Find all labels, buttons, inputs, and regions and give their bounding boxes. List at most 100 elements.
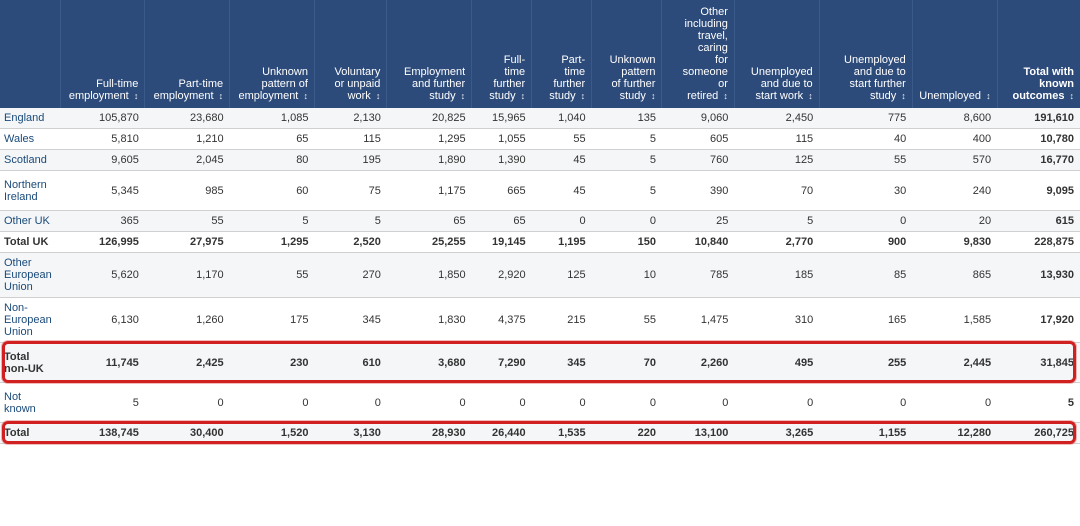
table-row: Total non-UK11,7452,4252306103,6807,2903… — [0, 343, 1080, 383]
table-cell: 4,375 — [472, 298, 532, 343]
sort-icon[interactable]: ↕ — [986, 91, 991, 101]
table-cell: 19,145 — [472, 232, 532, 253]
sort-icon[interactable]: ↕ — [134, 91, 139, 101]
table-cell: 28,930 — [387, 423, 472, 444]
row-label: Not known — [0, 383, 60, 423]
sort-icon[interactable]: ↕ — [219, 91, 224, 101]
column-header[interactable]: Employmentand furtherstudy ↕ — [387, 0, 472, 108]
sort-icon[interactable]: ↕ — [581, 91, 586, 101]
table-cell: 255 — [819, 343, 912, 383]
table-cell: 105,870 — [60, 108, 145, 129]
table-cell: 0 — [592, 211, 662, 232]
table-cell: 5,345 — [60, 171, 145, 211]
row-label: Scotland — [0, 150, 60, 171]
sort-icon[interactable]: ↕ — [461, 91, 466, 101]
table-cell: 5 — [592, 150, 662, 171]
table-cell: 25,255 — [387, 232, 472, 253]
column-header[interactable]: Unknownpattern ofemployment ↕ — [230, 0, 315, 108]
table-cell: 30 — [819, 171, 912, 211]
table-cell: 1,295 — [230, 232, 315, 253]
outcomes-table: Full-timeemployment ↕Part-timeemployment… — [0, 0, 1080, 444]
column-header[interactable]: Unknownpatternof furtherstudy ↕ — [592, 0, 662, 108]
table-cell: 5 — [734, 211, 819, 232]
table-cell: 15,965 — [472, 108, 532, 129]
table-row: Scotland9,6052,045801951,8901,3904557601… — [0, 150, 1080, 171]
table-cell: 125 — [532, 253, 592, 298]
table-cell: 0 — [592, 383, 662, 423]
table-cell: 2,445 — [912, 343, 997, 383]
table-row: Total UK126,99527,9751,2952,52025,25519,… — [0, 232, 1080, 253]
table-cell: 605 — [662, 129, 734, 150]
table-cell: 60 — [230, 171, 315, 211]
table-cell: 3,265 — [734, 423, 819, 444]
table-cell: 0 — [145, 383, 230, 423]
table-cell: 55 — [145, 211, 230, 232]
table-cell: 0 — [819, 383, 912, 423]
sort-icon[interactable]: ↕ — [723, 91, 728, 101]
table-cell: 0 — [734, 383, 819, 423]
table-cell: 13,930 — [997, 253, 1080, 298]
table-cell: 12,280 — [912, 423, 997, 444]
table-cell: 495 — [734, 343, 819, 383]
sort-icon[interactable]: ↕ — [376, 91, 381, 101]
table-cell: 310 — [734, 298, 819, 343]
column-header[interactable]: Part-timefurtherstudy ↕ — [532, 0, 592, 108]
table-cell: 215 — [532, 298, 592, 343]
table-cell: 1,535 — [532, 423, 592, 444]
table-cell: 185 — [734, 253, 819, 298]
table-cell: 115 — [734, 129, 819, 150]
table-cell: 55 — [230, 253, 315, 298]
column-header[interactable]: Unemployedand due tostart furtherstudy ↕ — [819, 0, 912, 108]
table-cell: 2,045 — [145, 150, 230, 171]
table-cell: 1,260 — [145, 298, 230, 343]
sort-icon[interactable]: ↕ — [651, 91, 656, 101]
table-cell: 3,130 — [314, 423, 386, 444]
table-cell: 10,780 — [997, 129, 1080, 150]
row-label: Wales — [0, 129, 60, 150]
table-cell: 55 — [819, 150, 912, 171]
table-cell: 1,390 — [472, 150, 532, 171]
table-cell: 665 — [472, 171, 532, 211]
table-cell: 191,610 — [997, 108, 1080, 129]
table-cell: 2,260 — [662, 343, 734, 383]
table-cell: 345 — [314, 298, 386, 343]
column-header[interactable]: Total withknownoutcomes ↕ — [997, 0, 1080, 108]
table-cell: 260,725 — [997, 423, 1080, 444]
table-cell: 31,845 — [997, 343, 1080, 383]
table-cell: 30,400 — [145, 423, 230, 444]
table-cell: 1,475 — [662, 298, 734, 343]
table-cell: 10,840 — [662, 232, 734, 253]
table-row: Wales5,8101,210651151,2951,0555556051154… — [0, 129, 1080, 150]
column-header[interactable]: Unemployedand due tostart work ↕ — [734, 0, 819, 108]
table-cell: 45 — [532, 150, 592, 171]
table-cell: 610 — [314, 343, 386, 383]
column-header[interactable]: Voluntaryor unpaidwork ↕ — [314, 0, 386, 108]
column-header[interactable]: Full-timeemployment ↕ — [60, 0, 145, 108]
table-cell: 570 — [912, 150, 997, 171]
table-cell: 10 — [592, 253, 662, 298]
sort-icon[interactable]: ↕ — [303, 91, 308, 101]
column-header[interactable]: Part-timeemployment ↕ — [145, 0, 230, 108]
row-label: Total non-UK — [0, 343, 60, 383]
header-row: Full-timeemployment ↕Part-timeemployment… — [0, 0, 1080, 108]
column-header[interactable]: Full-timefurtherstudy ↕ — [472, 0, 532, 108]
sort-icon[interactable]: ↕ — [808, 91, 813, 101]
sort-icon[interactable]: ↕ — [521, 91, 526, 101]
table-cell: 135 — [592, 108, 662, 129]
column-header[interactable]: Otherincludingtravel,caringforsomeoneorr… — [662, 0, 734, 108]
table-cell: 775 — [819, 108, 912, 129]
table-cell: 125 — [734, 150, 819, 171]
table-cell: 270 — [314, 253, 386, 298]
table-cell: 7,290 — [472, 343, 532, 383]
sort-icon[interactable]: ↕ — [1070, 91, 1075, 101]
table-container: Full-timeemployment ↕Part-timeemployment… — [0, 0, 1080, 444]
table-cell: 11,745 — [60, 343, 145, 383]
table-cell: 985 — [145, 171, 230, 211]
sort-icon[interactable]: ↕ — [901, 91, 906, 101]
row-label: Non-European Union — [0, 298, 60, 343]
table-cell: 5 — [997, 383, 1080, 423]
row-label: England — [0, 108, 60, 129]
column-header[interactable]: Unemployed ↕ — [912, 0, 997, 108]
table-row: Non-European Union6,1301,2601753451,8304… — [0, 298, 1080, 343]
table-cell: 1,085 — [230, 108, 315, 129]
